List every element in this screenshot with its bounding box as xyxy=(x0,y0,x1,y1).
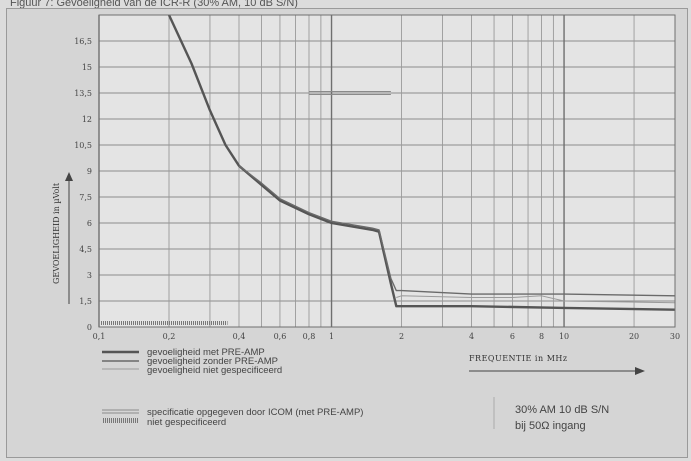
x-tick-label: 20 xyxy=(629,332,639,341)
y-tick-label: 9 xyxy=(87,167,92,176)
y-tick-label: 16,5 xyxy=(74,37,92,46)
legend-label-without-preamp: gevoeligheid zonder PRE-AMP xyxy=(147,356,278,367)
series-line-2 xyxy=(238,165,676,297)
x-tick-label: 0,1 xyxy=(93,332,106,341)
legend-label-not-specified-band: niet gespecificeerd xyxy=(147,417,226,428)
x-axis-ticks: 0,1 0,2 0,4 0,6 0,8 1 2 4 6 8 10 20 30 xyxy=(93,332,680,341)
x-tick-label: 8 xyxy=(539,332,544,341)
figure-caption: Figuur 7: Gevoeligheid van de ICR-R (30%… xyxy=(10,0,298,9)
legend-label-with-preamp: gevoeligheid met PRE-AMP xyxy=(147,347,265,358)
series-lines xyxy=(101,14,676,325)
legend: gevoeligheid met PRE-AMP gevoeligheid zo… xyxy=(102,347,363,428)
y-axis-label: GEVOELIGHEID in µVolt xyxy=(52,182,61,284)
y-axis-ticks: 0 1,5 3 4,5 6 7,5 9 10,5 12 13,5 15 16,5 xyxy=(74,37,92,332)
y-tick-label: 6 xyxy=(87,219,92,228)
plot-border xyxy=(98,14,676,328)
x-tick-label: 0,6 xyxy=(274,332,287,341)
x-tick-label: 4 xyxy=(469,332,474,341)
note-line-2: bij 50Ω ingang xyxy=(515,420,586,432)
y-tick-label: 13,5 xyxy=(74,89,92,98)
y-tick-label: 7,5 xyxy=(79,193,92,202)
legend-swatch-not-specified-band xyxy=(102,418,139,423)
x-tick-label: 0,2 xyxy=(163,332,176,341)
x-axis-arrow-head xyxy=(635,367,645,375)
x-tick-label: 2 xyxy=(399,332,404,341)
y-tick-label: 4,5 xyxy=(79,245,92,254)
legend-label-icom-spec: specificatie opgegeven door ICOM (met PR… xyxy=(147,407,363,418)
legend-item-not-specified-curve: gevoeligheid niet gespecificeerd xyxy=(102,365,282,376)
x-tick-label: 0,4 xyxy=(233,332,246,341)
legend-item-icom-spec: specificatie opgegeven door ICOM (met PR… xyxy=(102,407,363,418)
x-tick-label: 10 xyxy=(559,332,569,341)
y-tick-label: 12 xyxy=(82,115,92,124)
legend-item-without-preamp: gevoeligheid zonder PRE-AMP xyxy=(102,356,278,367)
note-line-1: 30% AM 10 dB S/N xyxy=(515,404,609,416)
y-tick-label: 1,5 xyxy=(79,297,92,306)
y-axis-label-group: GEVOELIGHEID in µVolt xyxy=(52,172,73,304)
series-line-3 xyxy=(396,295,676,304)
x-tick-label: 1 xyxy=(329,332,334,341)
y-tick-label: 0 xyxy=(87,323,92,332)
legend-item-not-specified-band: niet gespecificeerd xyxy=(102,417,226,428)
x-tick-label: 6 xyxy=(510,332,515,341)
x-tick-label: 0,8 xyxy=(303,332,316,341)
y-axis-arrow-head xyxy=(65,172,73,181)
legend-item-with-preamp: gevoeligheid met PRE-AMP xyxy=(102,347,265,358)
unspecified-band-mark xyxy=(101,321,228,325)
measurement-note: 30% AM 10 dB S/N bij 50Ω ingang xyxy=(493,397,609,432)
series-line-1 xyxy=(167,14,676,311)
y-tick-label: 10,5 xyxy=(74,141,92,150)
y-tick-label: 3 xyxy=(87,271,92,280)
x-axis-label: FREQUENTIE in MHz xyxy=(469,354,568,363)
legend-label-not-specified-curve: gevoeligheid niet gespecificeerd xyxy=(147,365,282,376)
x-tick-label: 30 xyxy=(670,332,680,341)
chart-panel: 0 1,5 3 4,5 6 7,5 9 10,5 12 13,5 15 16,5 0,1 0,2 0,4 0… xyxy=(6,8,688,458)
x-axis-label-group: FREQUENTIE in MHz xyxy=(469,354,645,375)
y-tick-label: 15 xyxy=(82,63,92,72)
